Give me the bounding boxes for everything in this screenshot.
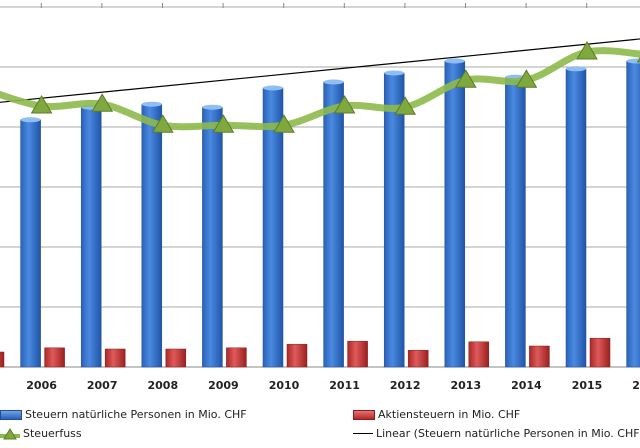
legend-item-steuern-personen: Steuern natürliche Personen in Mio. CHF: [0, 408, 247, 421]
legend-item-linear: Linear (Steuern natürliche Personen in M…: [353, 427, 640, 440]
legend-swatch-blue-bar: [0, 409, 22, 420]
bar-steuern-personen: [20, 119, 41, 368]
bar-steuern-personen: [80, 106, 102, 368]
x-tick-label: 2010: [269, 379, 300, 392]
bar-cap: [444, 58, 465, 64]
legend-swatch-black-line: [353, 433, 373, 434]
legend-label: Aktiensteuern in Mio. CHF: [378, 408, 521, 421]
bar-steuern-personen: [505, 76, 526, 368]
legend-label: Steuerfuss: [23, 427, 82, 440]
steuerfuss-marker: [30, 95, 53, 114]
x-tick-label: 2016: [632, 379, 640, 392]
bar-aktiensteuern: [226, 347, 247, 368]
bar-steuern-personen: [202, 106, 223, 368]
bar-steuern-personen: [141, 103, 163, 368]
legend-swatch-red-bar: [353, 409, 375, 420]
bar-cap: [202, 104, 223, 110]
bar-steuern-personen: [565, 68, 587, 368]
steuerfuss-marker: [515, 69, 538, 88]
steuerfuss-marker: [576, 41, 598, 60]
bar-steuern-personen: [383, 72, 405, 368]
legend-item-aktiensteuern: Aktiensteuern in Mio. CHF: [353, 408, 520, 421]
steuerfuss-marker: [212, 114, 235, 133]
bar-aktiensteuern: [165, 348, 187, 368]
x-tick-label: 2013: [450, 379, 481, 392]
bar-aktiensteuern: [44, 347, 65, 368]
bar-cap: [384, 70, 405, 76]
steuerfuss-marker: [394, 96, 417, 115]
bar-cap: [20, 117, 41, 123]
bar-aktiensteuern: [286, 343, 308, 368]
bar-cap: [323, 79, 344, 85]
bar-steuern-personen: [626, 60, 640, 368]
legend-triangle-line-icon: [0, 427, 20, 439]
bar-steuern-personen: [444, 60, 466, 368]
bar-aktiensteuern: [468, 341, 490, 368]
steuerfuss-marker: [333, 95, 356, 114]
bar-aktiensteuern: [589, 337, 611, 368]
x-tick-label: 2009: [208, 379, 239, 392]
bar-aktiensteuern: [0, 351, 5, 368]
legend-label: Linear (Steuern natürliche Personen in M…: [376, 427, 640, 440]
bar-cap: [566, 66, 586, 72]
x-tick-label: 2015: [572, 379, 603, 392]
legend-item-steuerfuss: Steuerfuss: [0, 427, 82, 440]
steuerfuss-marker: [151, 114, 174, 133]
trendline: [0, 38, 640, 103]
x-tick-label: 2007: [87, 379, 118, 392]
bar-aktiensteuern: [104, 348, 126, 368]
bar-cap: [626, 58, 640, 64]
x-tick-label: 2012: [390, 379, 421, 392]
bar-steuern-personen: [323, 81, 344, 368]
x-tick-label: 2008: [147, 379, 178, 392]
steuerfuss-marker: [454, 69, 477, 88]
bar-aktiensteuern: [407, 349, 429, 368]
legend-label: Steuern natürliche Personen in Mio. CHF: [25, 408, 247, 421]
bar-aktiensteuern: [347, 340, 368, 368]
steuerfuss-marker: [91, 93, 114, 112]
steuerfuss-marker: [636, 56, 640, 63]
bar-cap: [141, 101, 162, 107]
bar-cap: [263, 85, 283, 91]
x-tick-label: 2011: [329, 379, 360, 392]
x-tick-label: 2014: [511, 379, 542, 392]
steuerfuss-marker: [273, 114, 295, 133]
x-tick-label: 2006: [26, 379, 57, 392]
bar-aktiensteuern: [529, 345, 550, 368]
